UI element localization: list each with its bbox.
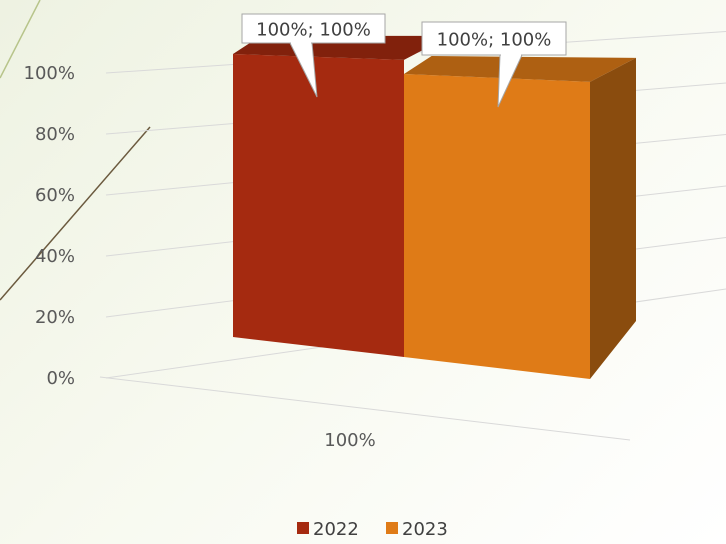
y-tick-label: 20% — [35, 307, 75, 328]
category-label: 100% — [324, 430, 375, 451]
data-label-text: 100%; 100% — [256, 20, 371, 41]
data-label-2022: 100%; 100% — [241, 13, 386, 98]
y-tick-label: 40% — [35, 246, 75, 267]
decorative-line — [0, 0, 41, 79]
bars — [233, 35, 636, 379]
data-label-2023: 100%; 100% — [421, 21, 567, 108]
decorative-line — [0, 126, 151, 301]
bar-2023 — [404, 74, 590, 379]
y-tick-label: 100% — [24, 63, 75, 84]
y-tick-label: 60% — [35, 185, 75, 206]
bar-top-2023 — [404, 56, 636, 82]
legend-swatch-2022 — [297, 522, 309, 534]
y-tick-label: 80% — [35, 124, 75, 145]
y-tick-label: 0% — [46, 368, 75, 389]
bar-side-2023 — [590, 57, 636, 379]
legend-label-2023: 2023 — [402, 519, 448, 540]
bar-2022 — [233, 54, 404, 357]
y-axis: 0% 20% 40% 60% 80% 100% — [24, 63, 75, 389]
legend-swatch-2023 — [386, 522, 398, 534]
data-labels: 100%; 100% 100%; 100% — [241, 13, 567, 108]
legend: 2022 2023 — [297, 519, 448, 540]
data-label-text: 100%; 100% — [437, 30, 552, 51]
legend-label-2022: 2022 — [313, 519, 359, 540]
floor-line — [99, 376, 631, 441]
